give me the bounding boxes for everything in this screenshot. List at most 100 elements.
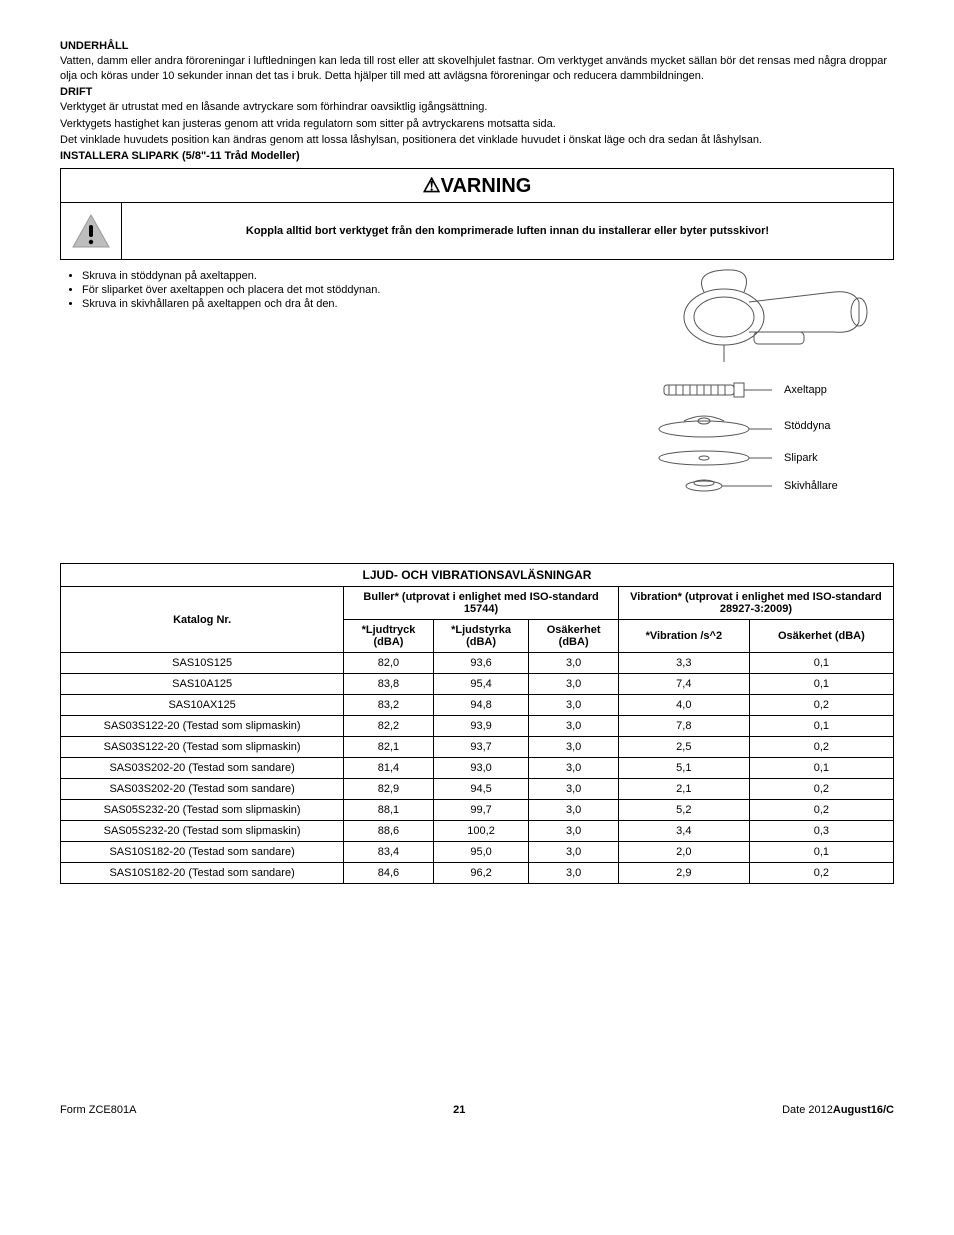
table-cell: 0,1: [749, 674, 893, 695]
table-cell: 88,1: [344, 800, 434, 821]
table-cell: 0,1: [749, 842, 893, 863]
table-cell: 95,4: [433, 674, 529, 695]
table-cell: SAS10A125: [61, 674, 344, 695]
table-cell: SAS10S182-20 (Testad som sandare): [61, 863, 344, 884]
table-cell: 0,1: [749, 653, 893, 674]
footer-right-prefix: Date 2012: [782, 1104, 833, 1116]
table-row: SAS10A12583,895,43,07,40,1: [61, 674, 894, 695]
table-cell: 2,5: [618, 737, 749, 758]
table-row: SAS03S202-20 (Testad som sandare)81,493,…: [61, 758, 894, 779]
table-row: SAS05S232-20 (Testad som slipmaskin)88,6…: [61, 821, 894, 842]
table-cell: SAS10S182-20 (Testad som sandare): [61, 842, 344, 863]
table-cell: 0,2: [749, 695, 893, 716]
subcol: *Ljudtryck (dBA): [344, 620, 434, 653]
warning-icon-cell: [61, 203, 122, 259]
vibration-group: Vibration* (utprovat i enlighet med ISO-…: [618, 587, 893, 620]
subcol: Osäkerhet (dBA): [529, 620, 619, 653]
table-cell: 3,0: [529, 758, 619, 779]
table-cell: 3,0: [529, 863, 619, 884]
readings-table: LJUD- OCH VIBRATIONSAVLÄSNINGAR Katalog …: [60, 563, 894, 884]
warning-triangle-icon: ⚠: [423, 175, 441, 197]
warning-text: Koppla alltid bort verktyget från den ko…: [122, 203, 893, 259]
table-row: SAS10S182-20 (Testad som sandare)84,696,…: [61, 863, 894, 884]
table-cell: 3,3: [618, 653, 749, 674]
table-cell: SAS03S122-20 (Testad som slipmaskin): [61, 737, 344, 758]
spindle-icon: [654, 375, 774, 405]
table-cell: 3,0: [529, 653, 619, 674]
table-row: SAS03S202-20 (Testad som sandare)82,994,…: [61, 779, 894, 800]
table-cell: SAS10AX125: [61, 695, 344, 716]
operation-title: DRIFT: [60, 86, 894, 98]
install-title: INSTALLERA SLIPARK (5/8"-11 Tråd Modelle…: [60, 150, 894, 162]
table-title: LJUD- OCH VIBRATIONSAVLÄSNINGAR: [61, 564, 894, 587]
table-cell: 82,1: [344, 737, 434, 758]
table-row: SAS03S122-20 (Testad som slipmaskin)82,2…: [61, 716, 894, 737]
table-cell: 94,5: [433, 779, 529, 800]
subcol: Osäkerhet (dBA): [749, 620, 893, 653]
subcol: *Ljudstyrka (dBA): [433, 620, 529, 653]
operation-line-2: Verktygets hastighet kan justeras genom …: [60, 117, 894, 132]
table-cell: 3,0: [529, 674, 619, 695]
table-cell: 0,3: [749, 821, 893, 842]
table-cell: 99,7: [433, 800, 529, 821]
table-cell: SAS05S232-20 (Testad som slipmaskin): [61, 821, 344, 842]
table-cell: 3,0: [529, 842, 619, 863]
table-cell: 83,2: [344, 695, 434, 716]
tool-diagram-icon: [654, 262, 874, 372]
table-cell: 82,0: [344, 653, 434, 674]
sanding-disc-label: Slipark: [784, 452, 818, 464]
table-cell: 0,2: [749, 863, 893, 884]
table-cell: 81,4: [344, 758, 434, 779]
table-row: SAS03S122-20 (Testad som slipmaskin)82,1…: [61, 737, 894, 758]
noise-group: Buller* (utprovat i enlighet med ISO-sta…: [344, 587, 619, 620]
warning-icon: [71, 213, 111, 249]
backing-pad-label: Stöddyna: [784, 420, 830, 432]
table-cell: 2,1: [618, 779, 749, 800]
table-cell: 95,0: [433, 842, 529, 863]
footer-right-bold: August16/C: [833, 1104, 894, 1116]
footer-center: 21: [453, 1104, 465, 1116]
table-cell: 3,0: [529, 695, 619, 716]
backing-pad-icon: [654, 411, 774, 441]
maintenance-title: UNDERHÅLL: [60, 40, 894, 52]
sanding-disc-icon: [654, 447, 774, 469]
table-cell: 3,0: [529, 716, 619, 737]
table-cell: 3,0: [529, 737, 619, 758]
footer: Form ZCE801A 21 Date 2012August16/C: [60, 1104, 894, 1116]
table-cell: 94,8: [433, 695, 529, 716]
table-row: SAS10S12582,093,63,03,30,1: [61, 653, 894, 674]
table-cell: SAS03S202-20 (Testad som sandare): [61, 758, 344, 779]
subcol: *Vibration /s^2: [618, 620, 749, 653]
table-cell: 83,8: [344, 674, 434, 695]
table-cell: 5,1: [618, 758, 749, 779]
table-cell: 3,0: [529, 779, 619, 800]
table-cell: 5,2: [618, 800, 749, 821]
warning-box: ⚠VARNING Koppla alltid bort verktyget fr…: [60, 168, 894, 260]
table-cell: 93,9: [433, 716, 529, 737]
operation-line-1: Verktyget är utrustat med en låsande avt…: [60, 100, 894, 115]
table-cell: SAS10S125: [61, 653, 344, 674]
table-cell: SAS05S232-20 (Testad som slipmaskin): [61, 800, 344, 821]
table-cell: 0,2: [749, 779, 893, 800]
table-cell: 88,6: [344, 821, 434, 842]
table-cell: 83,4: [344, 842, 434, 863]
footer-right: Date 2012August16/C: [782, 1104, 894, 1116]
spindle-label: Axeltapp: [784, 384, 827, 396]
table-cell: 0,2: [749, 800, 893, 821]
table-cell: 93,6: [433, 653, 529, 674]
table-cell: 82,2: [344, 716, 434, 737]
table-cell: 96,2: [433, 863, 529, 884]
col-catalog: Katalog Nr.: [61, 587, 344, 653]
table-cell: 2,9: [618, 863, 749, 884]
operation-line-3: Det vinklade huvudets position kan ändra…: [60, 133, 894, 148]
warning-heading-text: VARNING: [441, 175, 532, 197]
footer-left: Form ZCE801A: [60, 1104, 136, 1116]
table-row: SAS05S232-20 (Testad som slipmaskin)88,1…: [61, 800, 894, 821]
table-cell: 4,0: [618, 695, 749, 716]
table-cell: 0,1: [749, 758, 893, 779]
table-cell: SAS03S122-20 (Testad som slipmaskin): [61, 716, 344, 737]
table-cell: 0,1: [749, 716, 893, 737]
table-cell: 3,0: [529, 821, 619, 842]
table-cell: 0,2: [749, 737, 893, 758]
table-cell: 84,6: [344, 863, 434, 884]
